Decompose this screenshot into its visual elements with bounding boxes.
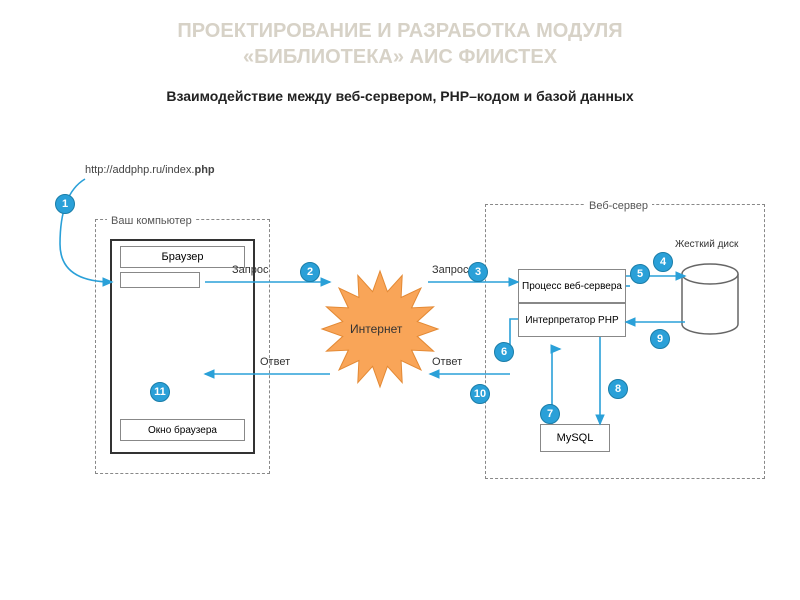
browser-label-box: Браузер: [120, 246, 245, 268]
browser-addr-box: [120, 272, 200, 288]
step-badge-9: 9: [650, 329, 670, 349]
step-badge-4: 4: [653, 252, 673, 272]
url-prefix: http://addphp.ru/index.: [85, 164, 194, 176]
url-bold: php: [194, 164, 214, 176]
browser-label-text: Браузер: [162, 251, 204, 263]
disk-label: Жесткий диск: [675, 239, 738, 250]
internet-label: Интернет: [350, 322, 402, 336]
webprocess-text: Процесс веб-сервера: [522, 281, 622, 292]
title-line-1: ПРОЕКТИРОВАНИЕ И РАЗРАБОТКА МОДУЛЯ: [177, 20, 622, 42]
mysql-text: MySQL: [557, 432, 594, 444]
step-badge-2: 2: [300, 262, 320, 282]
browser-window-text: Окно браузера: [148, 425, 217, 436]
arrow-label-3: Запрос: [432, 264, 468, 276]
server-group-label: Веб-сервер: [585, 200, 652, 212]
arrow-label-2: Запрос: [232, 264, 268, 276]
disk-icon: [670, 254, 750, 344]
step-badge-11: 11: [150, 382, 170, 402]
php-text: Интерпретатор PHP: [525, 315, 618, 326]
mysql-box: MySQL: [540, 424, 610, 452]
arrow-label-11: Ответ: [260, 356, 290, 368]
arrow-label-10: Ответ: [432, 356, 462, 368]
step-badge-5: 5: [630, 264, 650, 284]
webprocess-box: Процесс веб-сервера: [518, 269, 626, 303]
step-badge-3: 3: [468, 262, 488, 282]
diagram-area: http://addphp.ru/index.php Ваш компьютер…: [0, 124, 800, 554]
page-title: ПРОЕКТИРОВАНИЕ И РАЗРАБОТКА МОДУЛЯ «БИБЛ…: [0, 0, 800, 80]
step-badge-1: 1: [55, 194, 75, 214]
page-subtitle: Взаимодействие между веб-сервером, PHP–к…: [0, 80, 800, 124]
step-badge-7: 7: [540, 404, 560, 424]
browser-window-box: Окно браузера: [120, 419, 245, 441]
client-group-label: Ваш компьютер: [107, 215, 196, 227]
php-box: Интерпретатор PHP: [518, 303, 626, 337]
step-badge-8: 8: [608, 379, 628, 399]
step-badge-10: 10: [470, 384, 490, 404]
title-line-2: «БИБЛИОТЕКА» АИС ФИИСТЕХ: [243, 46, 557, 68]
url-label: http://addphp.ru/index.php: [85, 164, 215, 176]
step-badge-6: 6: [494, 342, 514, 362]
